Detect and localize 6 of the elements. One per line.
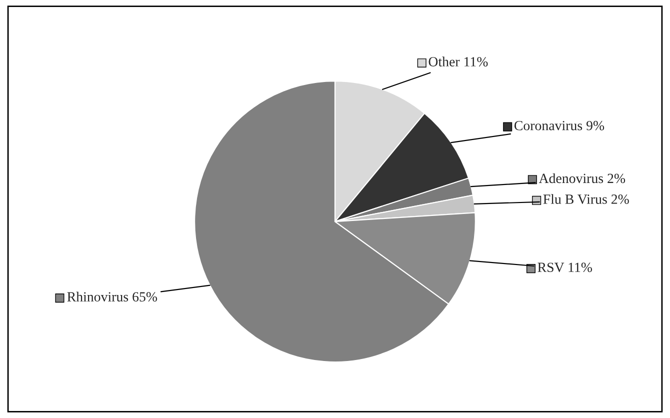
legend-label: Other 11%: [428, 56, 488, 66]
legend-label: Flu B Virus 2%: [543, 194, 629, 204]
legend-label: Coronavirus 9%: [514, 120, 604, 130]
legend-label: RSV 11%: [538, 262, 592, 272]
legend-label: Rhinovirus 65%: [67, 292, 158, 302]
legend-label: Adenovirus 2%: [538, 173, 626, 184]
